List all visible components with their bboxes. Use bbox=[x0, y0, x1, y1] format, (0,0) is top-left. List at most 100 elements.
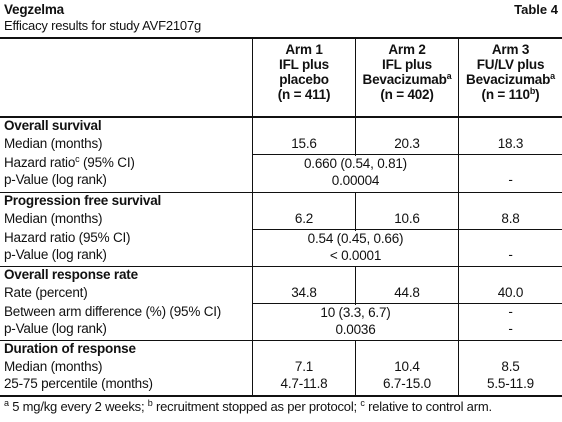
merged-cell-orr: 10 (3.3, 6.7) 0.0036 bbox=[253, 305, 458, 340]
top-rule bbox=[0, 37, 562, 39]
merged-value: 0.00004 bbox=[331, 173, 380, 188]
table-row: Median (months) 15.6 20.3 18.3 bbox=[0, 136, 562, 154]
merged-value: 0.0036 bbox=[335, 322, 376, 337]
title-bar: Vegzelma Table 4 bbox=[4, 2, 558, 18]
body-divider-1 bbox=[252, 118, 253, 396]
table-subtitle: Efficacy results for study AVF2107g bbox=[4, 18, 202, 33]
cell-arm2: 44.8 bbox=[394, 285, 420, 300]
row-label: Rate (percent) bbox=[4, 285, 88, 300]
arm1-header-line3: placebo bbox=[279, 72, 329, 87]
arm1-header-line4: (n = 411) bbox=[277, 87, 331, 102]
footnote-mark-c: c bbox=[360, 398, 365, 408]
row-label: Hazard ratioc (95% CI) bbox=[4, 155, 135, 171]
section-heading-orr: Overall response rate bbox=[4, 267, 138, 282]
table-row: Between arm difference (%) (95% CI) - bbox=[0, 304, 562, 322]
row-label: p-Value (log rank) bbox=[4, 321, 107, 336]
cell-arm1: 15.6 bbox=[291, 136, 317, 151]
cell-arm3: 5.5-11.9 bbox=[487, 376, 534, 391]
column-divider-2 bbox=[355, 38, 356, 116]
header-rule bbox=[0, 116, 562, 118]
cell-arm1: 34.8 bbox=[291, 285, 317, 300]
table-row: Hazard ratioc (95% CI) bbox=[0, 155, 562, 173]
cell-arm3: - bbox=[508, 304, 513, 319]
row-label: p-Value (log rank) bbox=[4, 247, 107, 262]
arm3-header-line2: FU/LV plus bbox=[476, 57, 545, 72]
cell-arm3: - bbox=[508, 172, 513, 187]
arm2-header-line4: (n = 402) bbox=[380, 87, 434, 102]
cell-arm2: 10.6 bbox=[394, 211, 420, 226]
column-header-arm1: Arm 1 IFL plus placebo (n = 411) bbox=[253, 42, 355, 102]
row-label: Median (months) bbox=[4, 211, 103, 226]
arm2-header-line1: Arm 2 bbox=[388, 42, 426, 57]
row-label: Median (months) bbox=[4, 136, 103, 151]
table-row: p-Value (log rank) - bbox=[0, 321, 562, 339]
arm2-drug-name: Bevacizumab bbox=[362, 72, 447, 87]
arm3-header-line1: Arm 3 bbox=[491, 42, 530, 57]
merged-value: < 0.0001 bbox=[329, 248, 382, 263]
footnote-mark-a: a bbox=[446, 71, 452, 81]
footnote-text: 5 mg/kg every 2 weeks; bbox=[8, 399, 148, 414]
body-divider-3 bbox=[458, 118, 459, 396]
row-label: Between arm difference (%) (95% CI) bbox=[4, 304, 222, 319]
footnote-text: recruitment stopped as per protocol; bbox=[152, 399, 361, 414]
label-text: Hazard ratio bbox=[4, 155, 76, 170]
footnote-text: relative to control arm. bbox=[364, 399, 492, 414]
section-heading-os: Overall survival bbox=[4, 118, 102, 133]
table-row: Duration of response bbox=[0, 341, 562, 359]
cell-arm2: 20.3 bbox=[394, 136, 420, 151]
table-row: Hazard ratio (95% CI) bbox=[0, 230, 562, 248]
bottom-rule bbox=[0, 395, 562, 397]
table-row: Overall response rate bbox=[0, 267, 562, 285]
footnote: a 5 mg/kg every 2 weeks; b recruitment s… bbox=[4, 398, 492, 415]
row-label: Hazard ratio (95% CI) bbox=[4, 230, 131, 245]
footnote-mark-b: b bbox=[147, 398, 153, 408]
arm3-n-close: ) bbox=[535, 87, 540, 102]
arm2-header-line3: Bevacizumaba bbox=[356, 71, 458, 88]
table-row: Median (months) 6.2 10.6 8.8 bbox=[0, 211, 562, 229]
arm3-drug-name: Bevacizumab bbox=[466, 72, 551, 87]
table-row: p-Value (log rank) - bbox=[0, 172, 562, 190]
cell-arm3: 18.3 bbox=[497, 136, 524, 151]
merged-value: 0.54 (0.45, 0.66) bbox=[307, 231, 404, 246]
section-rule bbox=[0, 266, 562, 267]
cell-arm1: 4.7-11.8 bbox=[280, 376, 328, 391]
row-divider bbox=[253, 303, 562, 304]
section-rule bbox=[0, 340, 562, 341]
arm1-header-line2: IFL plus bbox=[279, 57, 329, 72]
cell-arm3: - bbox=[508, 247, 513, 262]
merged-cell-os: 0.660 (0.54, 0.81) 0.00004 bbox=[253, 156, 458, 192]
table-row: 25-75 percentile (months) 4.7-11.8 6.7-1… bbox=[0, 376, 562, 394]
column-header-arm2: Arm 2 IFL plus Bevacizumaba (n = 402) bbox=[356, 42, 458, 102]
row-divider bbox=[253, 154, 562, 155]
table-row: Progression free survival bbox=[0, 193, 562, 211]
table-row: Median (months) 7.1 10.4 8.5 bbox=[0, 359, 562, 377]
merged-value: 10 (3.3, 6.7) bbox=[320, 305, 391, 320]
cell-arm1: 6.2 bbox=[294, 211, 314, 226]
table-row: Rate (percent) 34.8 44.8 40.0 bbox=[0, 285, 562, 303]
merged-value: 0.660 (0.54, 0.81) bbox=[304, 156, 407, 171]
cell-arm3: - bbox=[508, 321, 513, 336]
cell-arm2: 6.7-15.0 bbox=[383, 376, 431, 391]
footnote-mark-b: b bbox=[529, 86, 536, 96]
cell-arm2: 10.4 bbox=[394, 359, 420, 374]
section-rule bbox=[0, 192, 562, 193]
column-header-arm3: Arm 3 FU/LV plus Bevacizumaba (n = 110b) bbox=[459, 42, 562, 102]
label-text: (95% CI) bbox=[79, 155, 135, 170]
section-heading-dor: Duration of response bbox=[4, 341, 136, 356]
section-heading-pfs: Progression free survival bbox=[4, 193, 162, 208]
cell-arm3: 8.5 bbox=[501, 359, 520, 374]
column-divider-1 bbox=[252, 38, 253, 116]
footnote-mark-a: a bbox=[4, 398, 9, 408]
row-divider bbox=[253, 229, 562, 230]
footnote-mark-a: a bbox=[550, 71, 555, 81]
arm2-header-line2: IFL plus bbox=[382, 57, 432, 72]
merged-cell-pfs: 0.54 (0.45, 0.66) < 0.0001 bbox=[253, 231, 458, 266]
cell-arm3: 8.8 bbox=[501, 211, 520, 226]
row-label: p-Value (log rank) bbox=[4, 172, 107, 187]
table-row: p-Value (log rank) - bbox=[0, 247, 562, 265]
row-label: 25-75 percentile (months) bbox=[4, 376, 153, 391]
column-divider-3 bbox=[458, 38, 459, 116]
arm1-header-line1: Arm 1 bbox=[285, 42, 323, 57]
arm3-header-line3: Bevacizumaba bbox=[459, 71, 562, 88]
